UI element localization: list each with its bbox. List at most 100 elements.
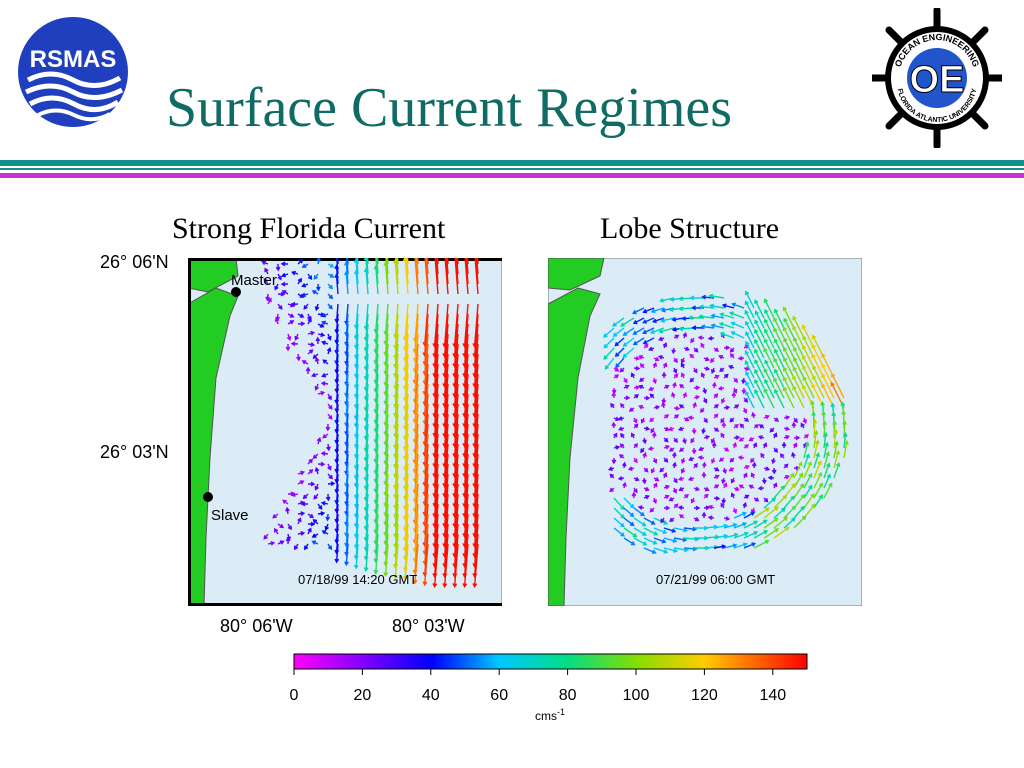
current-vector xyxy=(713,484,720,489)
current-vector xyxy=(263,278,269,285)
current-vector xyxy=(307,458,314,465)
colorbar-tick-label: 120 xyxy=(691,687,718,704)
current-vector xyxy=(700,407,705,413)
current-vector xyxy=(320,451,329,456)
current-vector xyxy=(707,515,715,521)
current-vector xyxy=(326,346,332,355)
current-vector xyxy=(757,485,765,491)
panel-caption-right: Lobe Structure xyxy=(600,212,780,245)
current-vector xyxy=(823,431,828,449)
current-vector xyxy=(694,505,701,511)
current-vector xyxy=(643,343,649,349)
current-vector xyxy=(613,517,625,528)
current-vector xyxy=(783,472,795,489)
current-vector xyxy=(772,432,778,439)
current-vector xyxy=(754,358,765,379)
current-vector xyxy=(683,526,698,532)
current-vector xyxy=(689,353,695,359)
current-vector xyxy=(622,327,635,336)
current-vector xyxy=(652,362,658,369)
current-vector xyxy=(729,311,745,319)
current-vector xyxy=(697,335,705,341)
current-vector xyxy=(745,370,755,389)
current-vector xyxy=(823,473,831,489)
current-vector xyxy=(753,507,770,519)
current-vector xyxy=(723,532,739,539)
current-vector xyxy=(733,542,748,549)
colorbar-tick-label: 80 xyxy=(559,687,577,704)
current-vector xyxy=(811,411,816,429)
current-vector xyxy=(613,445,621,450)
current-vector xyxy=(677,505,685,511)
current-vector xyxy=(280,261,289,267)
current-vector xyxy=(729,353,735,359)
current-vector xyxy=(297,258,304,265)
current-vector xyxy=(642,337,655,345)
current-vector xyxy=(821,373,835,399)
current-vector xyxy=(671,347,677,355)
current-vector xyxy=(821,410,826,429)
current-vector xyxy=(802,417,807,424)
current-vector xyxy=(297,511,306,516)
current-vector xyxy=(739,423,745,429)
current-vector xyxy=(697,455,705,461)
current-vector xyxy=(783,517,796,529)
current-vector xyxy=(723,516,731,521)
current-vector xyxy=(632,327,645,335)
current-vector xyxy=(643,494,650,500)
current-vector xyxy=(773,447,779,453)
current-vector xyxy=(678,326,695,332)
current-vector xyxy=(832,420,838,439)
current-vector xyxy=(609,473,615,479)
current-vector xyxy=(618,454,625,459)
current-vector xyxy=(690,437,695,444)
current-vector xyxy=(721,497,727,505)
current-vector xyxy=(653,405,661,410)
current-vector xyxy=(773,507,786,519)
current-vector xyxy=(763,414,770,420)
current-vector xyxy=(300,501,308,507)
current-vector xyxy=(678,514,685,519)
current-vector xyxy=(312,453,319,460)
current-vector xyxy=(653,527,668,535)
current-vector xyxy=(732,387,738,394)
current-vector xyxy=(803,453,811,469)
current-vector xyxy=(653,482,658,489)
header-rule-magenta xyxy=(0,173,1024,178)
current-vector xyxy=(771,467,777,475)
current-vector xyxy=(305,366,311,375)
current-vector xyxy=(754,328,765,349)
current-vector xyxy=(639,377,645,383)
station-slave-marker xyxy=(203,492,213,502)
current-vector xyxy=(779,453,785,459)
current-vector xyxy=(744,309,755,329)
current-vector xyxy=(327,543,333,551)
current-vector xyxy=(802,344,815,369)
current-vector xyxy=(743,444,750,449)
current-vector xyxy=(668,497,675,502)
current-vector xyxy=(744,349,755,369)
current-vector xyxy=(315,336,321,345)
current-vector xyxy=(623,384,630,390)
current-vector xyxy=(813,482,823,499)
current-vector xyxy=(627,466,635,471)
current-vector xyxy=(631,491,637,499)
current-vector xyxy=(812,418,818,439)
current-vector xyxy=(327,481,336,487)
current-vector xyxy=(823,462,831,479)
current-vector xyxy=(277,303,283,310)
current-vector xyxy=(833,462,841,479)
current-vector xyxy=(321,372,329,378)
current-vector xyxy=(782,326,795,349)
current-vector xyxy=(772,482,778,489)
current-vector xyxy=(753,519,768,529)
current-vector xyxy=(393,258,399,295)
current-vector xyxy=(720,502,725,509)
current-vector xyxy=(275,263,281,272)
current-vector xyxy=(325,513,331,522)
current-vector xyxy=(633,507,645,517)
current-vector xyxy=(722,482,728,489)
rsmas-logo-text: RSMAS xyxy=(30,46,117,73)
current-vector xyxy=(327,293,334,300)
current-vector xyxy=(622,481,627,489)
